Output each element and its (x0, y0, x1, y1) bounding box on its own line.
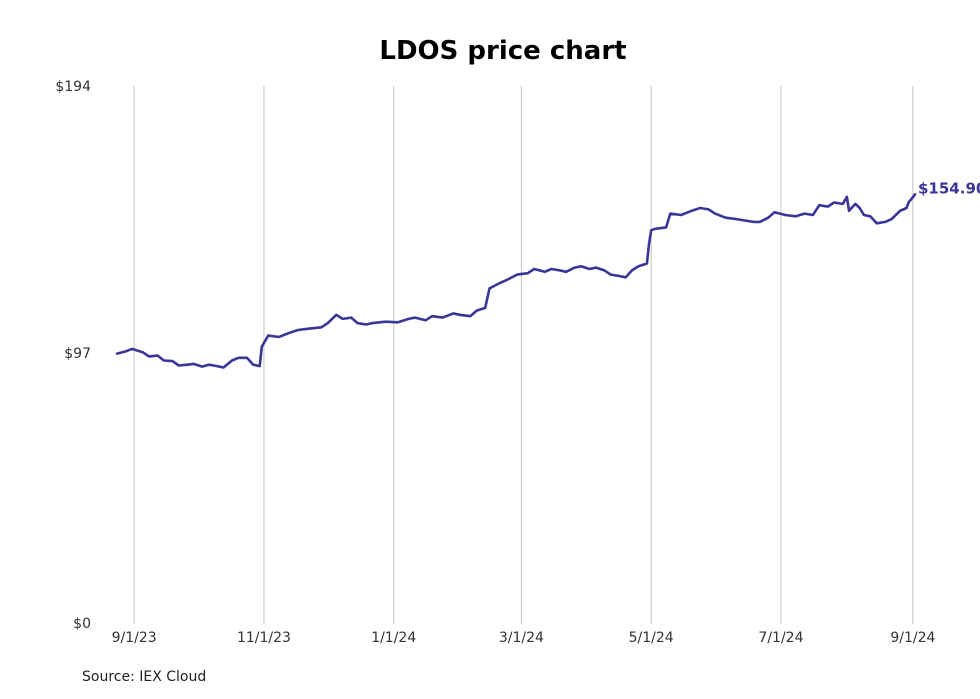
x-grid-lines (133, 86, 914, 624)
x-tick-label: 11/1/23 (237, 630, 291, 646)
x-axis-ticks: 9/1/23 11/1/23 1/1/24 3/1/24 5/1/24 7/1/24 9/1… (112, 630, 936, 646)
price-series-line (115, 193, 917, 369)
x-tick-label: 9/1/23 (112, 630, 157, 646)
chart-title: LDOS price chart (379, 36, 626, 66)
last-price-label: $154.90 (918, 179, 980, 197)
x-tick-label: 7/1/24 (758, 630, 803, 646)
y-tick-label: $194 (55, 79, 91, 95)
y-tick-label: $97 (64, 346, 91, 362)
y-axis-ticks: $194 $97 $0 (55, 79, 91, 632)
x-tick-label: 5/1/24 (629, 630, 674, 646)
source-note: Source: IEX Cloud (82, 669, 207, 685)
x-tick-label: 9/1/24 (890, 630, 935, 646)
y-tick-label: $0 (73, 616, 91, 632)
x-tick-label: 1/1/24 (371, 630, 416, 646)
x-tick-label: 3/1/24 (499, 630, 544, 646)
